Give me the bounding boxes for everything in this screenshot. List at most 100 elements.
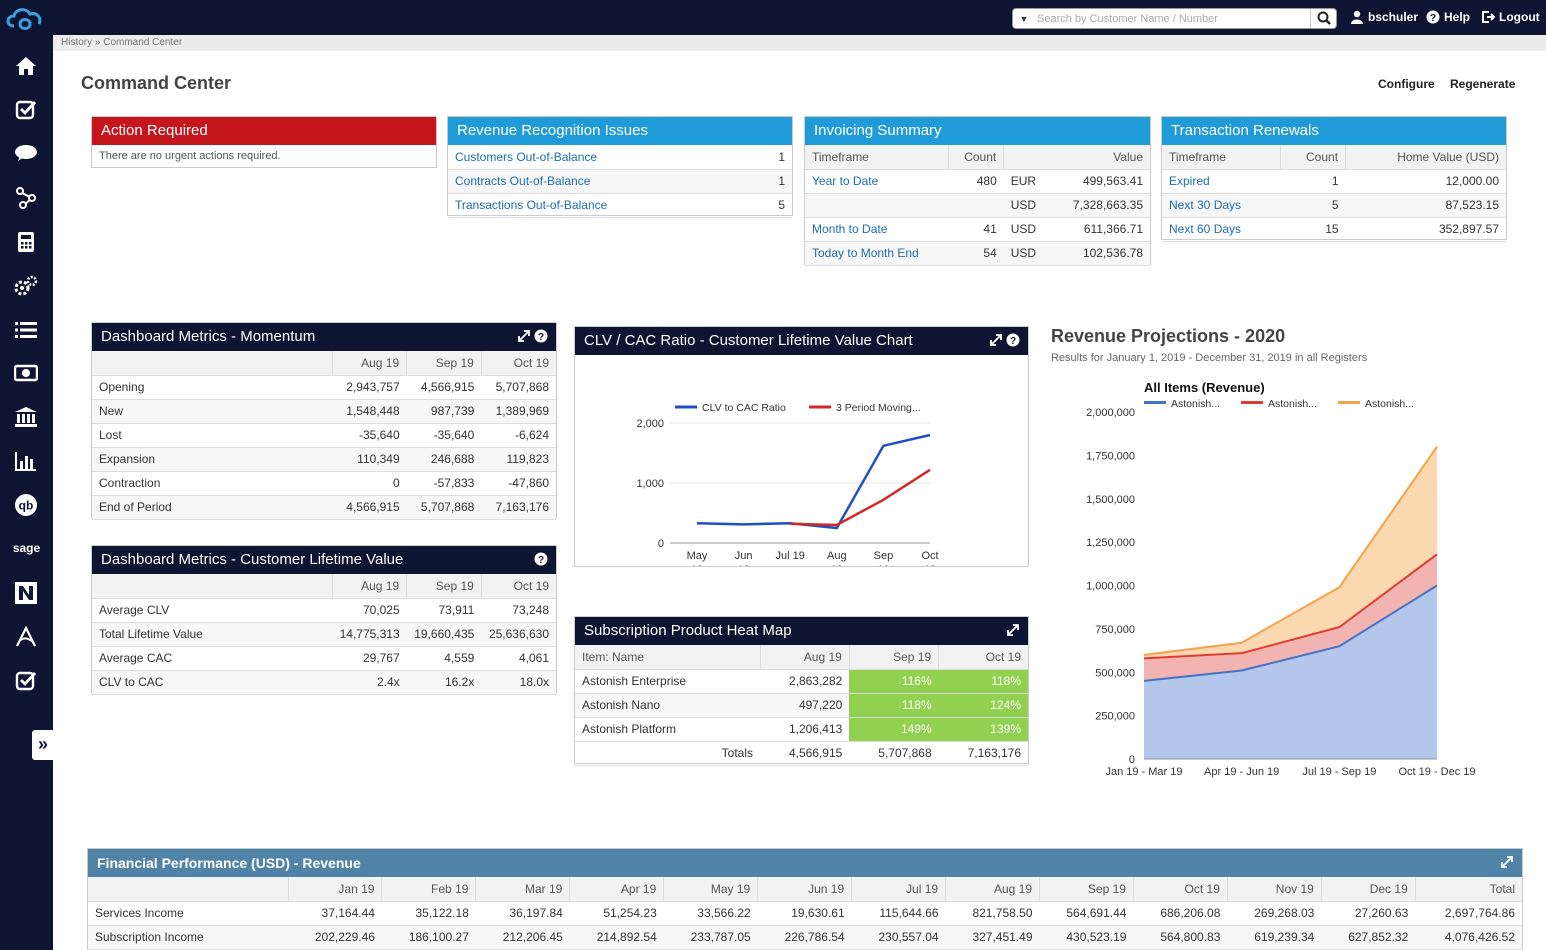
y-tick-label: 500,000 bbox=[1095, 667, 1135, 679]
timeframe-link[interactable]: Expired bbox=[1162, 169, 1281, 194]
table-header-row: Jan 19 Feb 19 Mar 19 Apr 19 May 19 Jun 19 Jul … bbox=[88, 877, 1522, 902]
check-icon[interactable] bbox=[13, 97, 39, 123]
count-cell: 480 bbox=[948, 169, 1004, 194]
count-cell bbox=[948, 193, 1004, 218]
value-cell: 115,644.66 bbox=[851, 901, 946, 926]
row-label: Opening bbox=[92, 375, 332, 400]
search-dropdown-icon[interactable]: ▼ bbox=[1019, 14, 1029, 24]
timeframe-link[interactable]: Year to Date bbox=[805, 169, 949, 194]
value-cell: 35,122.18 bbox=[381, 901, 476, 926]
timeframe-link[interactable]: Next 60 Days bbox=[1162, 217, 1281, 242]
column-header: Jul 19 bbox=[851, 877, 947, 902]
sage-logo[interactable]: sage bbox=[12, 541, 41, 555]
issue-link[interactable]: Transactions Out-of-Balance bbox=[448, 193, 754, 218]
totals-row: Totals 4,566,915 5,707,868 7,163,176 bbox=[575, 741, 1028, 766]
row-label: Average CAC bbox=[92, 646, 332, 671]
svg-text:?: ? bbox=[1010, 336, 1016, 347]
bar-chart-icon[interactable] bbox=[13, 448, 39, 474]
series-line bbox=[790, 468, 931, 527]
chat-icon[interactable] bbox=[13, 140, 39, 166]
logout-label: Logout bbox=[1499, 10, 1540, 24]
timeframe-link[interactable] bbox=[805, 193, 949, 218]
financial-table: Jan 19 Feb 19 Mar 19 Apr 19 May 19 Jun 19 Jul … bbox=[88, 877, 1522, 950]
money-icon[interactable] bbox=[13, 360, 39, 386]
value-cell: 246,688 bbox=[406, 447, 482, 472]
user-menu[interactable]: bschuler bbox=[1350, 10, 1418, 24]
help-icon[interactable]: ? bbox=[1006, 333, 1020, 347]
value-cell: 73,911 bbox=[406, 598, 482, 623]
expand-icon[interactable] bbox=[989, 333, 1003, 347]
value-cell: -35,640 bbox=[332, 423, 407, 448]
bank-icon[interactable] bbox=[13, 404, 39, 430]
row-label: Subscription Income bbox=[88, 925, 288, 950]
table-row: Month to Date 41 USD 611,366.71 bbox=[805, 217, 1150, 242]
column-header: May 19 bbox=[663, 877, 759, 902]
heat-map-table: Item: Name Aug 19 Sep 19 Oct 19 Astonish Ent… bbox=[575, 645, 1028, 766]
x-tick-label: Jul 19 bbox=[776, 550, 805, 562]
calculator-icon[interactable] bbox=[13, 229, 39, 255]
regenerate-link[interactable]: Regenerate bbox=[1450, 77, 1516, 91]
gears-icon[interactable] bbox=[13, 273, 39, 299]
total-cell: 4,566,915 bbox=[760, 741, 850, 766]
breadcrumb[interactable]: History » Command Center bbox=[61, 37, 183, 48]
page-title: Command Center bbox=[81, 73, 232, 93]
expand-icon[interactable] bbox=[1500, 855, 1514, 869]
help-icon[interactable]: ? bbox=[534, 329, 548, 343]
table-row: Astonish Platform 1,206,413 149% 139% bbox=[575, 717, 1028, 742]
cloud-logo-icon[interactable] bbox=[4, 4, 50, 34]
value-cell: 430,523.19 bbox=[1039, 925, 1134, 950]
column-header: Value bbox=[1003, 145, 1150, 170]
value-cell: 110,349 bbox=[332, 447, 407, 472]
panel-title: Dashboard Metrics - Momentum ? bbox=[92, 323, 556, 351]
help-link[interactable]: ? Help bbox=[1426, 10, 1470, 24]
expand-sidebar-button[interactable]: » bbox=[32, 730, 54, 760]
issue-link[interactable]: Contracts Out-of-Balance bbox=[448, 169, 754, 194]
expand-icon[interactable] bbox=[1006, 623, 1020, 637]
clv-panel: Dashboard Metrics - Customer Lifetime Va… bbox=[91, 545, 557, 695]
value-cell: 627,852.32 bbox=[1321, 925, 1416, 950]
value-cell: 18.0x bbox=[481, 670, 556, 695]
series-line bbox=[1143, 553, 1438, 660]
quickbooks-icon[interactable]: qb bbox=[13, 492, 39, 518]
logout-link[interactable]: Logout bbox=[1481, 10, 1540, 24]
username: bschuler bbox=[1368, 10, 1419, 24]
row-label: End of Period bbox=[92, 495, 332, 520]
value-cell: 686,206.08 bbox=[1133, 901, 1228, 926]
value-cell: 2.4x bbox=[332, 670, 407, 695]
home-icon[interactable] bbox=[13, 53, 39, 79]
table-row: Astonish Enterprise 2,863,282 116% 118% bbox=[575, 669, 1028, 694]
column-header: Timeframe bbox=[805, 145, 949, 170]
netsuite-icon[interactable] bbox=[13, 580, 39, 606]
y-tick-label: 250,000 bbox=[1095, 711, 1135, 723]
check-icon[interactable] bbox=[13, 668, 39, 694]
legend-swatch bbox=[1144, 401, 1166, 404]
network-icon[interactable] bbox=[13, 185, 39, 211]
panel-title-text: Dashboard Metrics - Momentum bbox=[101, 328, 316, 345]
panel-title-text: CLV / CAC Ratio - Customer Lifetime Valu… bbox=[584, 332, 913, 349]
list-icon[interactable] bbox=[13, 317, 39, 343]
search-input[interactable] bbox=[1037, 9, 1307, 28]
timeframe-link[interactable]: Month to Date bbox=[805, 217, 949, 242]
value-cell: 73,248 bbox=[481, 598, 556, 623]
series-area bbox=[1144, 585, 1437, 759]
avalara-icon[interactable] bbox=[13, 624, 39, 650]
column-header: Sep 19 bbox=[406, 574, 482, 599]
column-header: Dec 19 bbox=[1321, 877, 1416, 902]
top-bar: ▼ bschuler ? Help Logout bbox=[0, 0, 1546, 35]
issue-link[interactable]: Customers Out-of-Balance bbox=[448, 145, 754, 170]
renewals-table: Timeframe Count Home Value (USD) Expired… bbox=[1162, 145, 1506, 242]
help-icon[interactable]: ? bbox=[534, 552, 548, 566]
revenue-recognition-panel: Revenue Recognition Issues Customers Out… bbox=[447, 116, 793, 218]
configure-link[interactable]: Configure bbox=[1378, 77, 1435, 91]
value-cell: 139% bbox=[938, 717, 1028, 742]
expand-icon[interactable] bbox=[517, 329, 531, 343]
timeframe-link[interactable]: Next 30 Days bbox=[1162, 193, 1281, 218]
search-button[interactable] bbox=[1310, 9, 1336, 28]
clv-table: Aug 19 Sep 19 Oct 19 Average CLV 70,025 73,91… bbox=[92, 574, 556, 695]
table-row: New 1,548,448 987,739 1,389,969 bbox=[92, 399, 556, 424]
column-header: Timeframe bbox=[1162, 145, 1282, 170]
timeframe-link[interactable]: Today to Month End bbox=[805, 241, 949, 266]
revenue-projections-title: Revenue Projections - 2020 bbox=[1051, 326, 1286, 346]
table-row: Subscription Income 202,229.46 186,100.27 2… bbox=[88, 925, 1522, 950]
